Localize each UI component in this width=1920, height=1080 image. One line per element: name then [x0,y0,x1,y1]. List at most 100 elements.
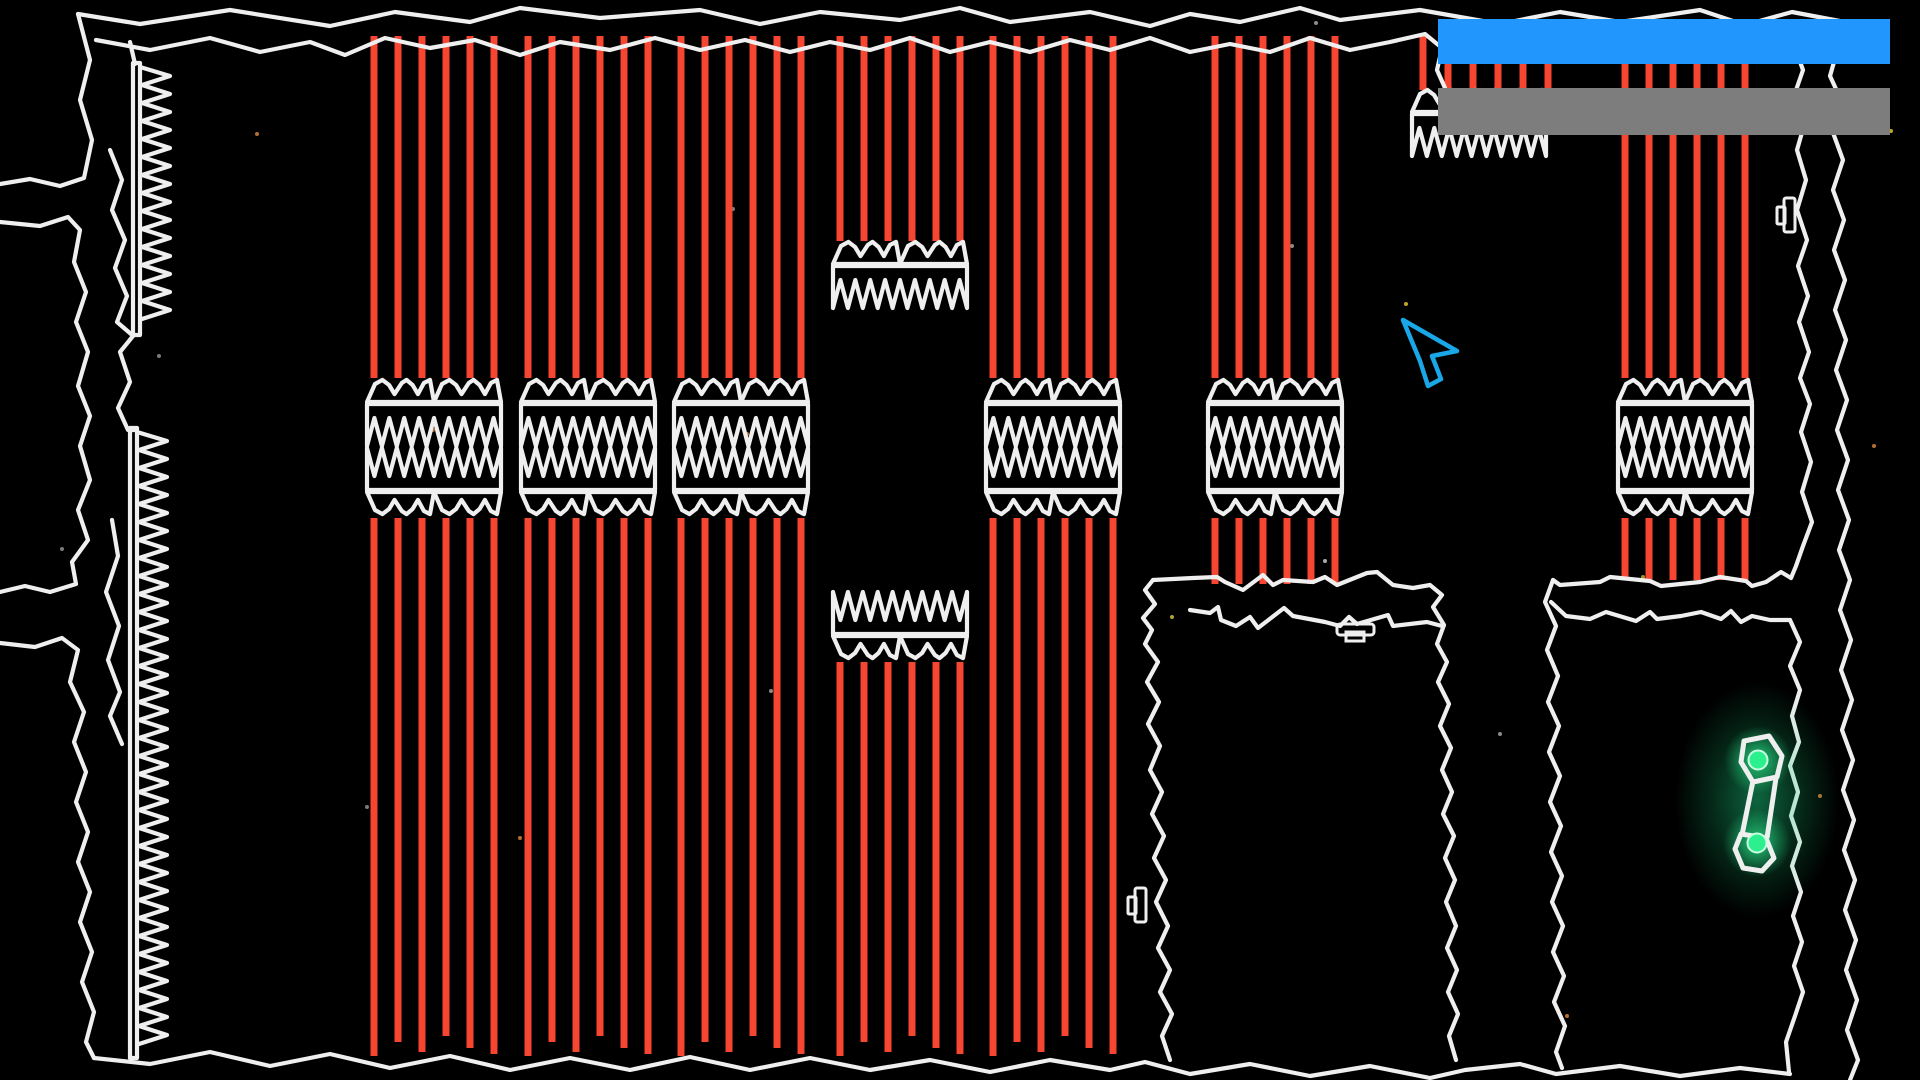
background-star [1323,559,1327,563]
crusher-crown [671,377,744,405]
background-star [1565,1014,1569,1018]
grapple-anchor-frame [1739,780,1756,836]
terrain-strip-connector-mid [115,333,137,433]
spike-strip [127,425,170,1061]
grapple-glow [1675,682,1839,918]
terrain-ceiling [93,31,1448,91]
terrain-bottom-floor [91,1049,1793,1080]
hud-bottom-meter [1438,88,1890,135]
laser-group [1211,36,1339,584]
crusher-trap-bottom [830,589,970,661]
crusher-spikes-down [1409,111,1549,159]
grapple-orb[interactable] [1747,749,1769,771]
grapple-anchor[interactable] [1675,682,1839,918]
background-star [1641,575,1645,579]
crusher-crown-inverted [897,633,970,661]
terrain-left-inner-wall-2 [103,517,125,747]
laser-layer [370,36,1749,1056]
crusher-spikes-up [830,589,970,637]
crusher-crown-inverted [1050,489,1123,517]
crusher-spikes-down [830,263,970,311]
crusher-crown [518,377,591,405]
crusher-spikes-up [1615,445,1755,493]
crusher-crown [1272,377,1345,405]
crusher-crown-inverted [738,489,811,517]
terrain-room-shelf [1548,599,1793,625]
item-layer[interactable] [1126,196,1839,924]
spike-strip-layer [127,60,173,1061]
crusher-crown-inverted [364,489,437,517]
crusher-crown [1205,377,1278,405]
laser-group [370,36,498,1056]
terrain-room-left-wall [1542,577,1568,1071]
background-star [1404,302,1408,306]
background-star [1872,444,1876,448]
hud-layer [1438,19,1890,135]
pressure-plate-base [1335,622,1376,637]
crusher-crown-inverted [1615,489,1688,517]
wall-bracket-latch [1775,205,1787,226]
grapple-orb[interactable] [1746,832,1768,854]
laser-group [836,36,964,1056]
background-star [157,354,161,358]
spike-strip-bar [127,425,140,1061]
crusher-crown [1615,377,1688,405]
terrain-pit-shelf [1187,604,1445,631]
mouse-cursor [1400,317,1460,389]
laser-group [989,36,1117,1056]
crusher-crown [585,377,658,405]
terrain-left-wall-low [0,635,97,1061]
terrain-left-outer-wall [0,11,95,189]
crusher-crown [1682,377,1755,405]
wall-bracket [1775,196,1797,234]
spike-strip-teeth [134,429,170,1047]
terrain-pit-ridge [1150,569,1461,1063]
crusher-trap-full [983,377,1123,517]
crusher-crown-inverted [431,489,504,517]
crusher-spikes-down [671,401,811,449]
crusher-spikes-up [1205,445,1345,493]
laser-group [677,36,805,1056]
background-stars-layer [60,21,1893,1018]
terrain-right-border-wall [1827,45,1861,1080]
spike-strip-teeth [137,64,173,322]
terrain-strip-connector-top [127,39,138,67]
crusher-spikes-down [983,401,1123,449]
background-star [1290,244,1294,248]
crusher-spikes-up [983,445,1123,493]
pressure-plate[interactable] [1335,622,1376,643]
wall-bracket [1126,886,1148,924]
crusher-spikes-up [671,445,811,493]
crusher-crown-inverted [518,489,591,517]
crusher-spikes-up [518,445,658,493]
background-star [769,689,773,693]
terrain-layer [0,5,1861,1080]
background-star [1170,615,1174,619]
cursor-layer [1400,317,1460,389]
crusher-crown [983,377,1056,405]
wall-bracket-latch [1126,895,1138,916]
crusher-spikes-down [1615,401,1755,449]
crusher-spikes-down [518,401,658,449]
crusher-crown-inverted [1272,489,1345,517]
background-star [1498,732,1502,736]
crusher-crown-inverted [830,633,903,661]
crusher-crown-inverted [1682,489,1755,517]
terrain-left-wall-mid [0,214,93,595]
laser-group [524,36,652,1056]
crusher-crown-inverted [671,489,744,517]
crusher-crown [897,239,970,267]
background-star [518,836,522,840]
grapple-anchor-frame [1764,777,1779,839]
crusher-trap-full [1615,377,1755,517]
crusher-crown-inverted [983,489,1056,517]
spike-strip-bar [130,60,143,338]
spike-strip [130,60,173,338]
crusher-trap-full [671,377,811,517]
crusher-trap-top [830,239,970,311]
crusher-trap-full [1205,377,1345,517]
grapple-anchor-frame [1738,733,1785,785]
crusher-crown-inverted [585,489,658,517]
